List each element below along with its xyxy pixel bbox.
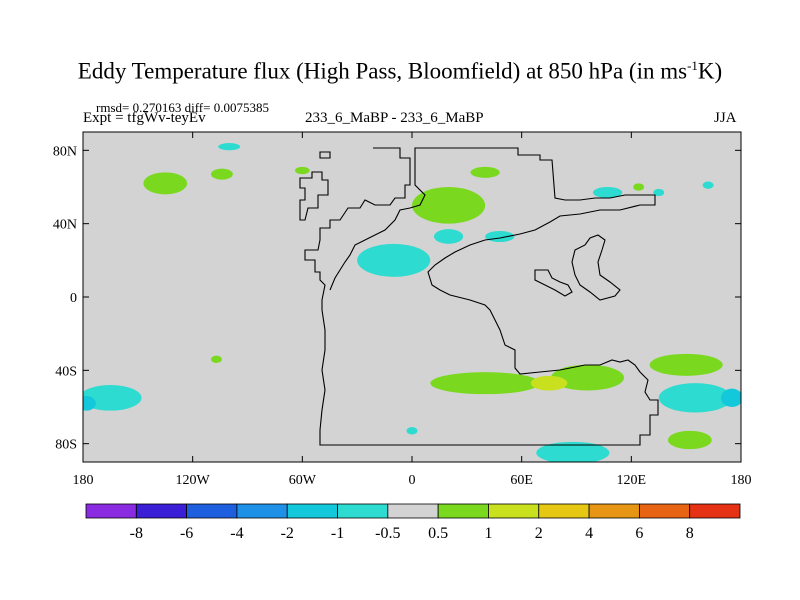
- contour-region-18: [530, 375, 568, 391]
- plot-frame: [82, 131, 742, 463]
- colorbar-box-1: [135, 503, 188, 519]
- colorbar-label-11: 8: [686, 525, 694, 542]
- y-tick-label-3: 40S: [55, 364, 77, 379]
- contour-region-22: [667, 430, 712, 450]
- stats-label: rmsd= 0.270163 diff= 0.0075385: [96, 100, 269, 115]
- colorbar-label-3: -2: [281, 525, 294, 542]
- coastline: [299, 147, 659, 446]
- contour-region-24: [536, 441, 610, 462]
- colorbar-box-6: [387, 503, 439, 519]
- x-tick-label-4: 60E: [510, 473, 533, 488]
- contour-region-21: [720, 388, 741, 407]
- season-label: JJA: [714, 110, 737, 126]
- x-tick-label-3: 0: [409, 473, 416, 488]
- colorbar-box-8: [488, 503, 540, 519]
- y-tick-label-4: 80S: [55, 438, 77, 453]
- contour-region-0: [143, 172, 188, 195]
- colorbar-box-9: [538, 503, 590, 519]
- contour-region-17: [550, 364, 625, 391]
- coast-east-arm: [571, 234, 621, 301]
- colorbar-box-7: [437, 503, 489, 519]
- coast-inner-sea: [534, 269, 573, 297]
- chart-title: Eddy Temperature flux (High Pass, Bloomf…: [77, 58, 723, 84]
- contour-region-9: [592, 187, 623, 198]
- experiment-label: Expt = tfgWv-teyEv: [83, 110, 206, 126]
- contour-region-1: [210, 168, 233, 180]
- colorbar: -8 -6 -4 -2 -1 -0.5 0.5 1 2 4 6 8: [85, 503, 741, 542]
- x-tick-label-1: 120W: [176, 473, 211, 488]
- contour-region-20: [658, 383, 732, 413]
- contour-region-5: [412, 187, 486, 224]
- colorbar-label-6: 0.5: [428, 525, 448, 542]
- colorbar-box-5: [337, 503, 389, 519]
- colorbar-box-12: [689, 503, 741, 519]
- colorbar-label-8: 2: [535, 525, 543, 542]
- colorbar-label-1: -6: [180, 525, 193, 542]
- contour-region-19: [649, 353, 723, 376]
- colorbar-label-2: -4: [230, 525, 243, 542]
- colorbar-box-0: [85, 503, 137, 519]
- colorbar-box-3: [236, 503, 288, 519]
- contour-region-16: [430, 372, 540, 395]
- contour-region-2: [218, 143, 241, 151]
- contour-region-11: [653, 188, 665, 197]
- center-label: 233_6_MaBP - 233_6_MaBP: [305, 110, 484, 126]
- y-tick-label-1: 40N: [53, 218, 77, 233]
- contour-region-4: [357, 243, 431, 277]
- contour-region-10: [633, 183, 645, 191]
- contour-region-13: [83, 385, 142, 411]
- colorbar-label-10: 6: [635, 525, 643, 542]
- colorbar-label-0: -8: [130, 525, 143, 542]
- plot-area: [83, 132, 741, 462]
- contour-region-12: [702, 181, 714, 189]
- y-tick-label-2: 0: [70, 291, 77, 306]
- colorbar-label-5: -0.5: [375, 525, 400, 542]
- contour-region-15: [210, 355, 222, 364]
- contour-region-3: [295, 166, 310, 175]
- contour-region-6: [433, 229, 464, 244]
- x-tick-label-0: 180: [73, 473, 94, 488]
- coast-arctic-island: [299, 171, 329, 221]
- colorbar-label-9: 4: [585, 525, 593, 542]
- x-axis-ticks: 180 120W 60W 0 60E 120E 180: [73, 132, 752, 488]
- x-tick-label-2: 60W: [289, 473, 317, 488]
- contour-regions: [83, 143, 741, 462]
- coast-main-continent: [304, 147, 659, 446]
- y-tick-label-0: 80N: [53, 144, 77, 159]
- colorbar-box-4: [286, 503, 338, 519]
- colorbar-label-7: 1: [484, 525, 492, 542]
- y-axis-ticks: 80N 40N 0 40S 80S: [53, 144, 741, 453]
- colorbar-box-11: [638, 503, 691, 519]
- coast-north-island: [319, 151, 331, 159]
- contour-region-8: [470, 166, 500, 178]
- colorbar-label-4: -1: [331, 525, 344, 542]
- x-tick-label-5: 120E: [617, 473, 647, 488]
- colorbar-box-2: [186, 503, 238, 519]
- x-tick-label-6: 180: [731, 473, 752, 488]
- colorbar-box-10: [588, 503, 640, 519]
- contour-region-14: [83, 396, 96, 411]
- contour-region-23: [406, 427, 418, 435]
